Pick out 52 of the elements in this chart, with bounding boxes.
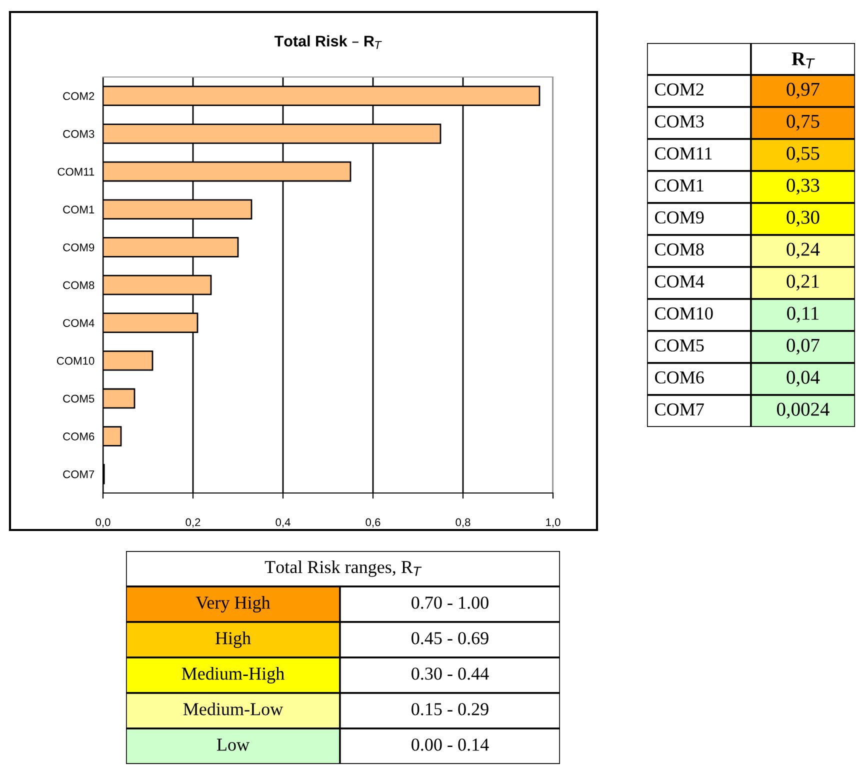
data-label: 0,24: [786, 242, 820, 259]
data-label: 0,0024: [777, 402, 830, 419]
data-label: 0,04: [786, 370, 820, 387]
x-tick-label: R$_{T}$: [792, 52, 815, 68]
x-tick-label: 0,6: [366, 518, 380, 528]
data-label: 0,97: [786, 82, 820, 99]
x-tick-label: 0,0: [96, 518, 110, 528]
chart-title: Total Risk – R$_{T}$: [274, 35, 382, 49]
y-tick-label: COM8: [63, 281, 94, 290]
x-tick-label: 0,4: [276, 518, 290, 528]
data-label: 0,55: [786, 146, 820, 163]
y-tick-label: COM1: [63, 206, 94, 214]
text: 0.15 - 0.29: [412, 703, 488, 716]
data-label: 0,30: [786, 210, 820, 227]
y-tick-label: COM6: [63, 432, 94, 440]
text: Total Risk ranges, R$_{T}$: [264, 560, 422, 577]
y-tick-label: COM1: [655, 179, 704, 192]
y-tick-label: COM6: [655, 371, 704, 384]
category-label: Medium-Low: [183, 702, 284, 716]
y-tick-label: COM9: [655, 211, 704, 224]
data-label: 0,21: [786, 274, 819, 291]
y-tick-label: COM11: [655, 147, 712, 160]
y-tick-label: COM7: [655, 403, 704, 416]
text: 0.45 - 0.69: [412, 632, 488, 644]
category-label: High: [215, 632, 251, 648]
data-label: 0,11: [787, 306, 818, 323]
y-tick-label: COM8: [655, 243, 704, 256]
x-tick-label: 0,8: [456, 518, 470, 528]
y-tick-label: COM7: [63, 470, 94, 478]
category-label: Medium-High: [182, 667, 284, 684]
y-tick-label: COM9: [63, 243, 94, 252]
data-label: 0,07: [786, 338, 820, 355]
y-tick-label: COM5: [655, 339, 704, 352]
y-tick-label: COM5: [63, 394, 94, 403]
y-tick-label: COM3: [655, 115, 704, 128]
y-tick-label: COM4: [63, 319, 94, 327]
category-label: Low: [216, 738, 250, 751]
y-tick-label: COM3: [63, 130, 94, 138]
y-tick-label: COM10: [655, 307, 713, 320]
category-label: Very High: [196, 596, 270, 612]
text: 0.00 - 0.14: [412, 738, 489, 751]
y-tick-label: COM10: [56, 356, 94, 365]
x-tick-label: 0,2: [186, 518, 200, 528]
text: 0.30 - 0.44: [412, 668, 489, 680]
text: 0.70 - 1.00: [412, 596, 488, 609]
data-label: 0,75: [786, 114, 820, 131]
data-label: 0,33: [786, 178, 820, 195]
y-tick-label: COM4: [655, 275, 704, 288]
y-tick-label: COM11: [58, 168, 94, 176]
y-tick-label: COM2: [63, 92, 94, 100]
x-tick-label: 1,0: [546, 518, 560, 528]
y-tick-label: COM2: [655, 83, 704, 96]
